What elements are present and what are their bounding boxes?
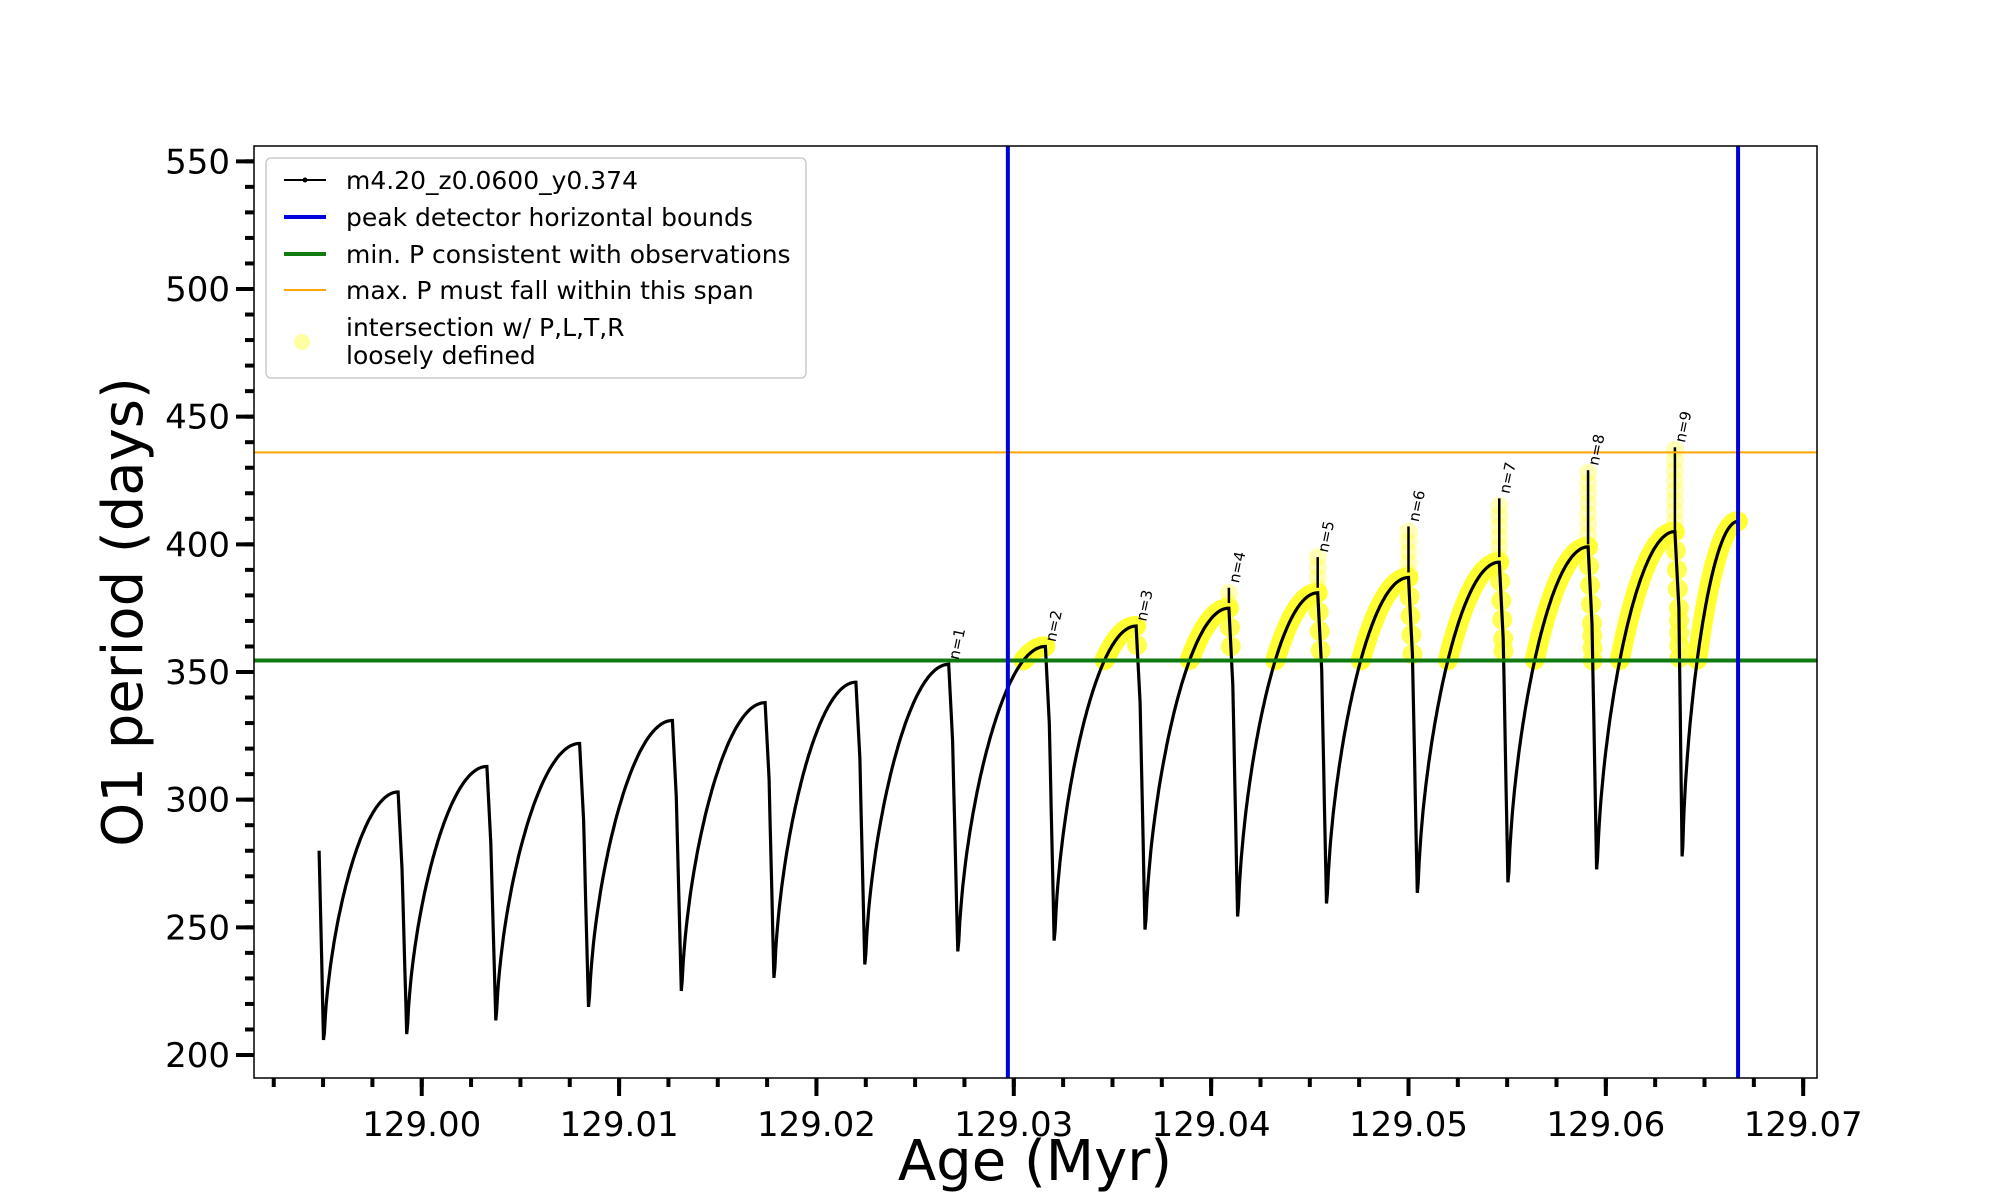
legend-swatch-dot xyxy=(294,334,310,350)
legend-label: m4.20_z0.0600_y0.374 xyxy=(346,166,638,195)
y-tick-label: 300 xyxy=(165,781,230,821)
x-tick-label: 129.06 xyxy=(1546,1105,1665,1145)
model-period-line xyxy=(317,519,1739,1041)
x-tick-label: 129.03 xyxy=(954,1105,1073,1145)
legend-swatch-marker xyxy=(302,177,308,183)
x-tick-label: 129.05 xyxy=(1349,1105,1468,1145)
x-tick-label: 129.07 xyxy=(1744,1105,1863,1145)
x-tick-label: 129.00 xyxy=(362,1105,481,1145)
y-tick-label: 450 xyxy=(165,398,230,438)
y-tick-label: 200 xyxy=(165,1036,230,1076)
legend-box xyxy=(265,157,807,379)
y-tick-label: 550 xyxy=(165,142,230,182)
legend-label: peak detector horizontal bounds xyxy=(346,203,753,232)
x-tick-label: 129.02 xyxy=(757,1105,876,1145)
y-axis: 200 250 300 350 400 450 500 550 xyxy=(165,142,254,1076)
legend-label-line2: loosely defined xyxy=(346,341,536,370)
y-tick-label: 500 xyxy=(165,270,230,310)
data-layer xyxy=(317,440,1748,1041)
x-tick-label: 129.04 xyxy=(1152,1105,1271,1145)
x-axis: 129.00 129.01 129.02 129.03 129.04 129.05 129.… xyxy=(271,1078,1863,1145)
y-tick-label: 250 xyxy=(165,908,230,948)
legend-label: min. P consistent with observations xyxy=(346,240,791,269)
legend-label: intersection w/ P,L,T,R xyxy=(346,313,625,342)
plot-frame xyxy=(253,145,1818,1079)
x-axis-label: Age (Myr) xyxy=(898,1129,1172,1194)
x-tick-label: 129.01 xyxy=(560,1105,679,1145)
y-axis-label: O1 period (days) xyxy=(91,377,156,847)
y-tick-label: 400 xyxy=(165,525,230,565)
legend-label: max. P must fall within this span xyxy=(346,276,754,305)
reference-lines xyxy=(254,146,1817,1078)
y-tick-label: 350 xyxy=(165,653,230,693)
